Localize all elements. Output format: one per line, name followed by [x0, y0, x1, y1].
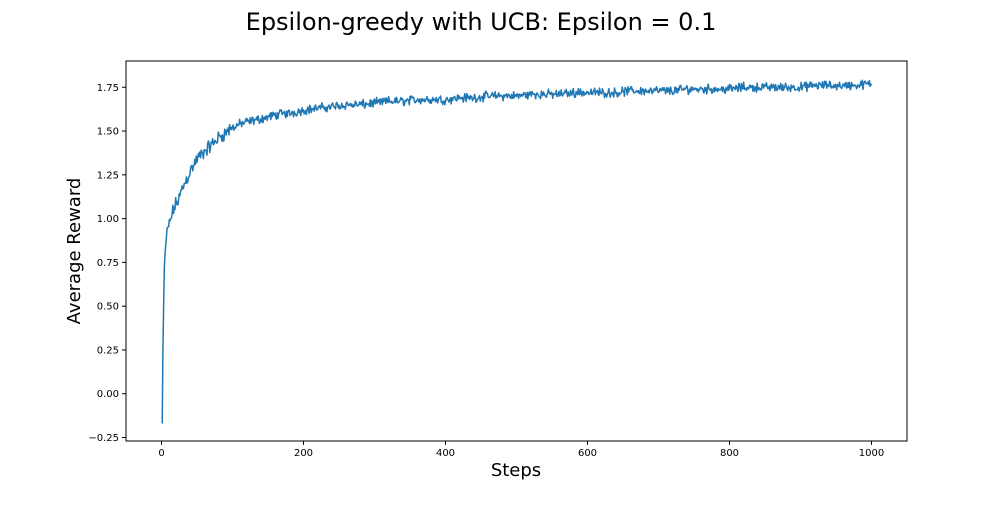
plot-frame: [125, 60, 908, 442]
data-layer: [161, 79, 873, 424]
x-axis-label: Steps: [491, 460, 541, 481]
x-tick-label: 600: [578, 448, 597, 459]
y-tick-label: −0.25: [88, 433, 119, 444]
x-tick-label: 200: [294, 448, 313, 459]
y-axis-label: Average Reward: [64, 178, 85, 325]
y-tick-label: 1.25: [97, 170, 119, 181]
chart-title: Epsilon-greedy with UCB: Epsilon = 0.1: [246, 8, 717, 36]
y-tick-label: 1.75: [97, 83, 119, 94]
y-tick-label: 0.00: [97, 389, 119, 400]
x-tick-label: 400: [436, 448, 455, 459]
y-tick-label: 0.75: [97, 258, 119, 269]
y-tick-label: 0.25: [97, 345, 119, 356]
series-line: [161, 79, 873, 424]
x-tick-label: 1000: [859, 448, 884, 459]
y-tick-label: 1.50: [97, 127, 119, 138]
ticks-layer: 0 200 400 600 800 1000 −0.25 0.00 0.25 0.50 0.75 1.…: [88, 83, 884, 459]
x-tick-label: 0: [158, 448, 164, 459]
y-tick-label: 1.00: [97, 214, 119, 225]
x-tick-label: 800: [720, 448, 739, 459]
y-tick-label: 0.50: [97, 302, 119, 313]
